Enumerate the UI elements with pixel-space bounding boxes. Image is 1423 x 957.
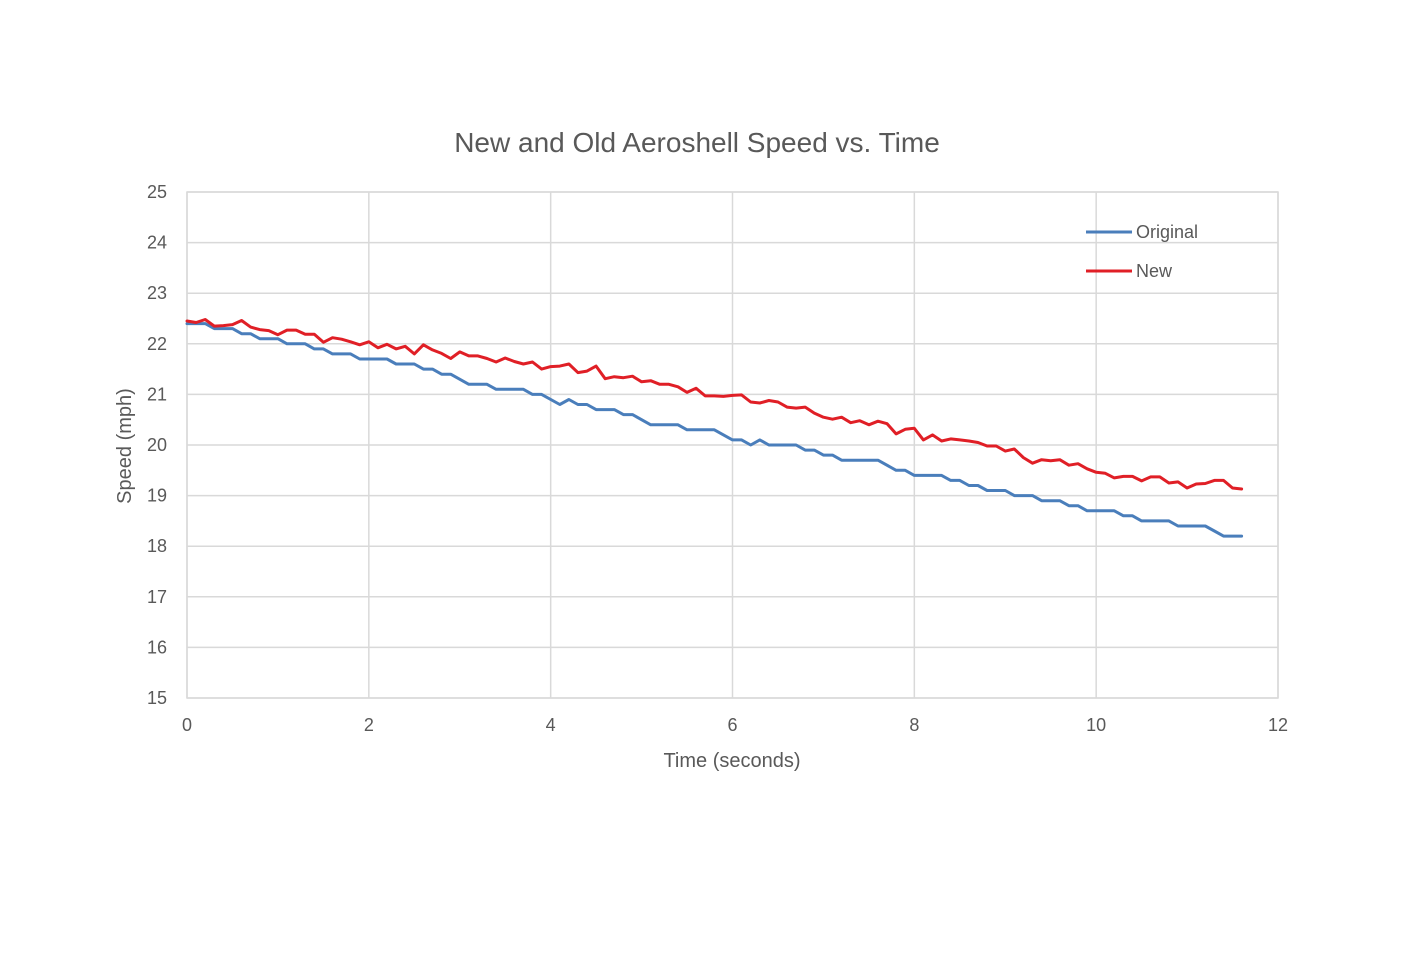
x-axis-tick-labels: 0 2 4 6 8 10 12 [182, 715, 1288, 735]
legend: Original New [1086, 222, 1198, 281]
y-axis-label: Speed (mph) [114, 388, 136, 504]
x-tick-label: 10 [1086, 715, 1106, 735]
chart-title: New and Old Aeroshell Speed vs. Time [454, 127, 940, 158]
y-tick-label: 19 [147, 486, 167, 506]
series-line-new [185, 318, 1244, 491]
y-tick-label: 22 [147, 334, 167, 354]
y-tick-label: 24 [147, 233, 167, 253]
x-axis-label: Time (seconds) [663, 750, 800, 772]
x-tick-label: 2 [364, 715, 374, 735]
y-axis-tick-labels: 15 16 17 18 19 20 21 22 23 24 25 [147, 182, 167, 708]
legend-label-new: New [1136, 261, 1173, 281]
y-tick-label: 23 [147, 283, 167, 303]
plot-area-border [186, 191, 1279, 699]
y-tick-label: 18 [147, 536, 167, 556]
x-tick-label: 6 [727, 715, 737, 735]
x-tick-label: 0 [182, 715, 192, 735]
x-tick-label: 4 [546, 715, 556, 735]
x-tick-label: 8 [909, 715, 919, 735]
x-tick-label: 12 [1268, 715, 1288, 735]
y-tick-label: 25 [147, 182, 167, 202]
y-tick-label: 16 [147, 637, 167, 657]
legend-label-original: Original [1136, 222, 1198, 242]
y-tick-label: 15 [147, 688, 167, 708]
series-line-original [185, 322, 1244, 538]
y-tick-label: 21 [147, 384, 167, 404]
y-tick-label: 17 [147, 587, 167, 607]
data-series [185, 318, 1244, 538]
y-tick-label: 20 [147, 435, 167, 455]
